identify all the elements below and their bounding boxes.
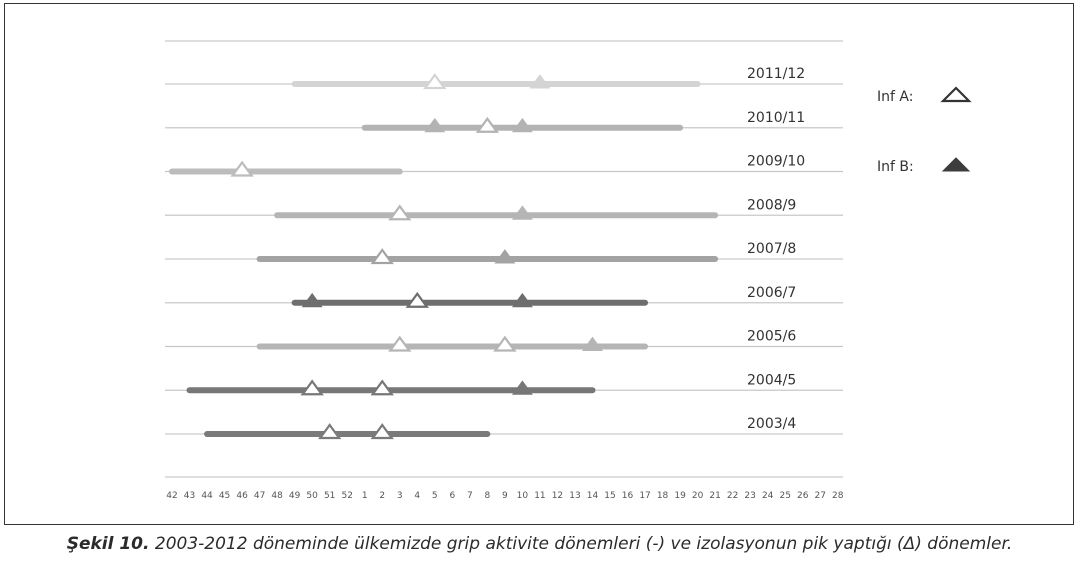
season-label: 2010/11 bbox=[747, 110, 805, 126]
inf-a-peak-marker bbox=[300, 379, 324, 396]
x-tick-label: 4 bbox=[414, 491, 420, 501]
caption-label: Şekil 10. bbox=[66, 534, 150, 554]
x-tick-label: 5 bbox=[432, 491, 438, 501]
x-tick-label: 49 bbox=[289, 491, 301, 501]
inf-a-peak-marker bbox=[388, 335, 412, 352]
x-tick-label: 2 bbox=[379, 491, 385, 501]
x-tick-label: 6 bbox=[449, 491, 455, 501]
x-tick-label: 7 bbox=[467, 491, 473, 501]
inf-b-peak-marker bbox=[529, 74, 551, 89]
inf-a-peak-marker bbox=[370, 248, 394, 265]
x-tick-label: 17 bbox=[639, 491, 650, 501]
season-label: 2008/9 bbox=[747, 197, 796, 213]
season-label: 2005/6 bbox=[747, 329, 796, 345]
season-label: 2006/7 bbox=[747, 285, 796, 301]
inf-a-peak-marker bbox=[423, 73, 447, 90]
x-tick-label: 26 bbox=[797, 491, 809, 501]
inf-b-peak-marker bbox=[511, 205, 533, 220]
legend-marker bbox=[941, 157, 971, 172]
season-label: 2004/5 bbox=[747, 372, 796, 388]
inf-a-peak-marker bbox=[493, 335, 517, 352]
chart-svg: 42 43 44 45 46 47 48 49 50 51 52 1 2 3 4 5 6 7 8 9 10 11 12 13 1… bbox=[165, 40, 972, 501]
x-tick-label: 25 bbox=[779, 491, 790, 501]
season-label: 2003/4 bbox=[747, 416, 796, 432]
inf-a-peak-marker bbox=[475, 116, 500, 133]
season-label: 2007/8 bbox=[747, 241, 796, 257]
caption-text: 2003-2012 döneminde ülkemizde grip aktiv… bbox=[154, 534, 1013, 554]
x-tick-label: 14 bbox=[587, 491, 599, 501]
inf-b-peak-marker bbox=[511, 117, 533, 133]
x-tick-label: 21 bbox=[709, 491, 720, 501]
x-tick-label: 18 bbox=[657, 491, 669, 501]
x-tick-label: 48 bbox=[271, 491, 283, 501]
x-tick-label: 16 bbox=[622, 491, 634, 501]
chart-frame: 42 43 44 45 46 47 48 49 50 51 52 1 2 3 4 5 6 7 8 9 10 11 12 13 1… bbox=[4, 3, 1074, 525]
x-tick-label: 15 bbox=[604, 491, 615, 501]
x-tick-label: 19 bbox=[674, 491, 686, 501]
x-tick-label: 12 bbox=[552, 491, 563, 501]
inf-a-peak-marker bbox=[370, 423, 394, 440]
inf-a-peak-marker bbox=[230, 160, 254, 177]
x-tick-label: 1 bbox=[362, 491, 368, 501]
x-tick-label: 42 bbox=[166, 491, 177, 501]
inf-b-peak-marker bbox=[494, 249, 516, 264]
x-tick-label: 52 bbox=[341, 491, 352, 501]
inf-b-peak-marker bbox=[511, 292, 533, 308]
x-tick-label: 3 bbox=[397, 491, 403, 501]
inf-a-peak-marker bbox=[318, 423, 342, 440]
inf-b-peak-marker bbox=[424, 117, 446, 133]
x-tick-label: 23 bbox=[744, 491, 755, 501]
x-tick-label: 8 bbox=[484, 491, 490, 501]
x-tick-label: 20 bbox=[692, 491, 704, 501]
x-tick-label: 11 bbox=[534, 491, 545, 501]
inf-a-peak-marker bbox=[405, 291, 429, 308]
x-tick-label: 10 bbox=[517, 491, 529, 501]
x-tick-label: 28 bbox=[832, 491, 844, 501]
x-tick-label: 22 bbox=[727, 491, 738, 501]
x-tick-label: 13 bbox=[569, 491, 580, 501]
x-tick-label: 51 bbox=[324, 491, 335, 501]
inf-b-peak-marker bbox=[301, 292, 323, 308]
season-label: 2009/10 bbox=[747, 154, 805, 170]
inf-b-peak-marker bbox=[581, 336, 603, 351]
x-tick-label: 45 bbox=[219, 491, 230, 501]
figure-caption: Şekil 10. 2003-2012 döneminde ülkemizde … bbox=[0, 534, 1079, 554]
season-label: 2011/12 bbox=[747, 66, 805, 82]
x-tick-label: 46 bbox=[236, 491, 248, 501]
x-tick-label: 27 bbox=[815, 491, 826, 501]
x-tick-label: 47 bbox=[254, 491, 265, 501]
x-tick-label: 44 bbox=[201, 491, 213, 501]
legend-label: Inf A: bbox=[877, 89, 913, 105]
x-tick-label: 9 bbox=[502, 491, 508, 501]
x-tick-label: 43 bbox=[184, 491, 195, 501]
inf-a-peak-marker bbox=[388, 204, 412, 221]
x-tick-label: 50 bbox=[306, 491, 318, 501]
legend-marker bbox=[940, 86, 972, 103]
inf-a-peak-marker bbox=[370, 379, 394, 396]
x-tick-label: 24 bbox=[762, 491, 774, 501]
inf-b-peak-marker bbox=[511, 380, 533, 395]
legend-label: Inf B: bbox=[877, 159, 914, 175]
